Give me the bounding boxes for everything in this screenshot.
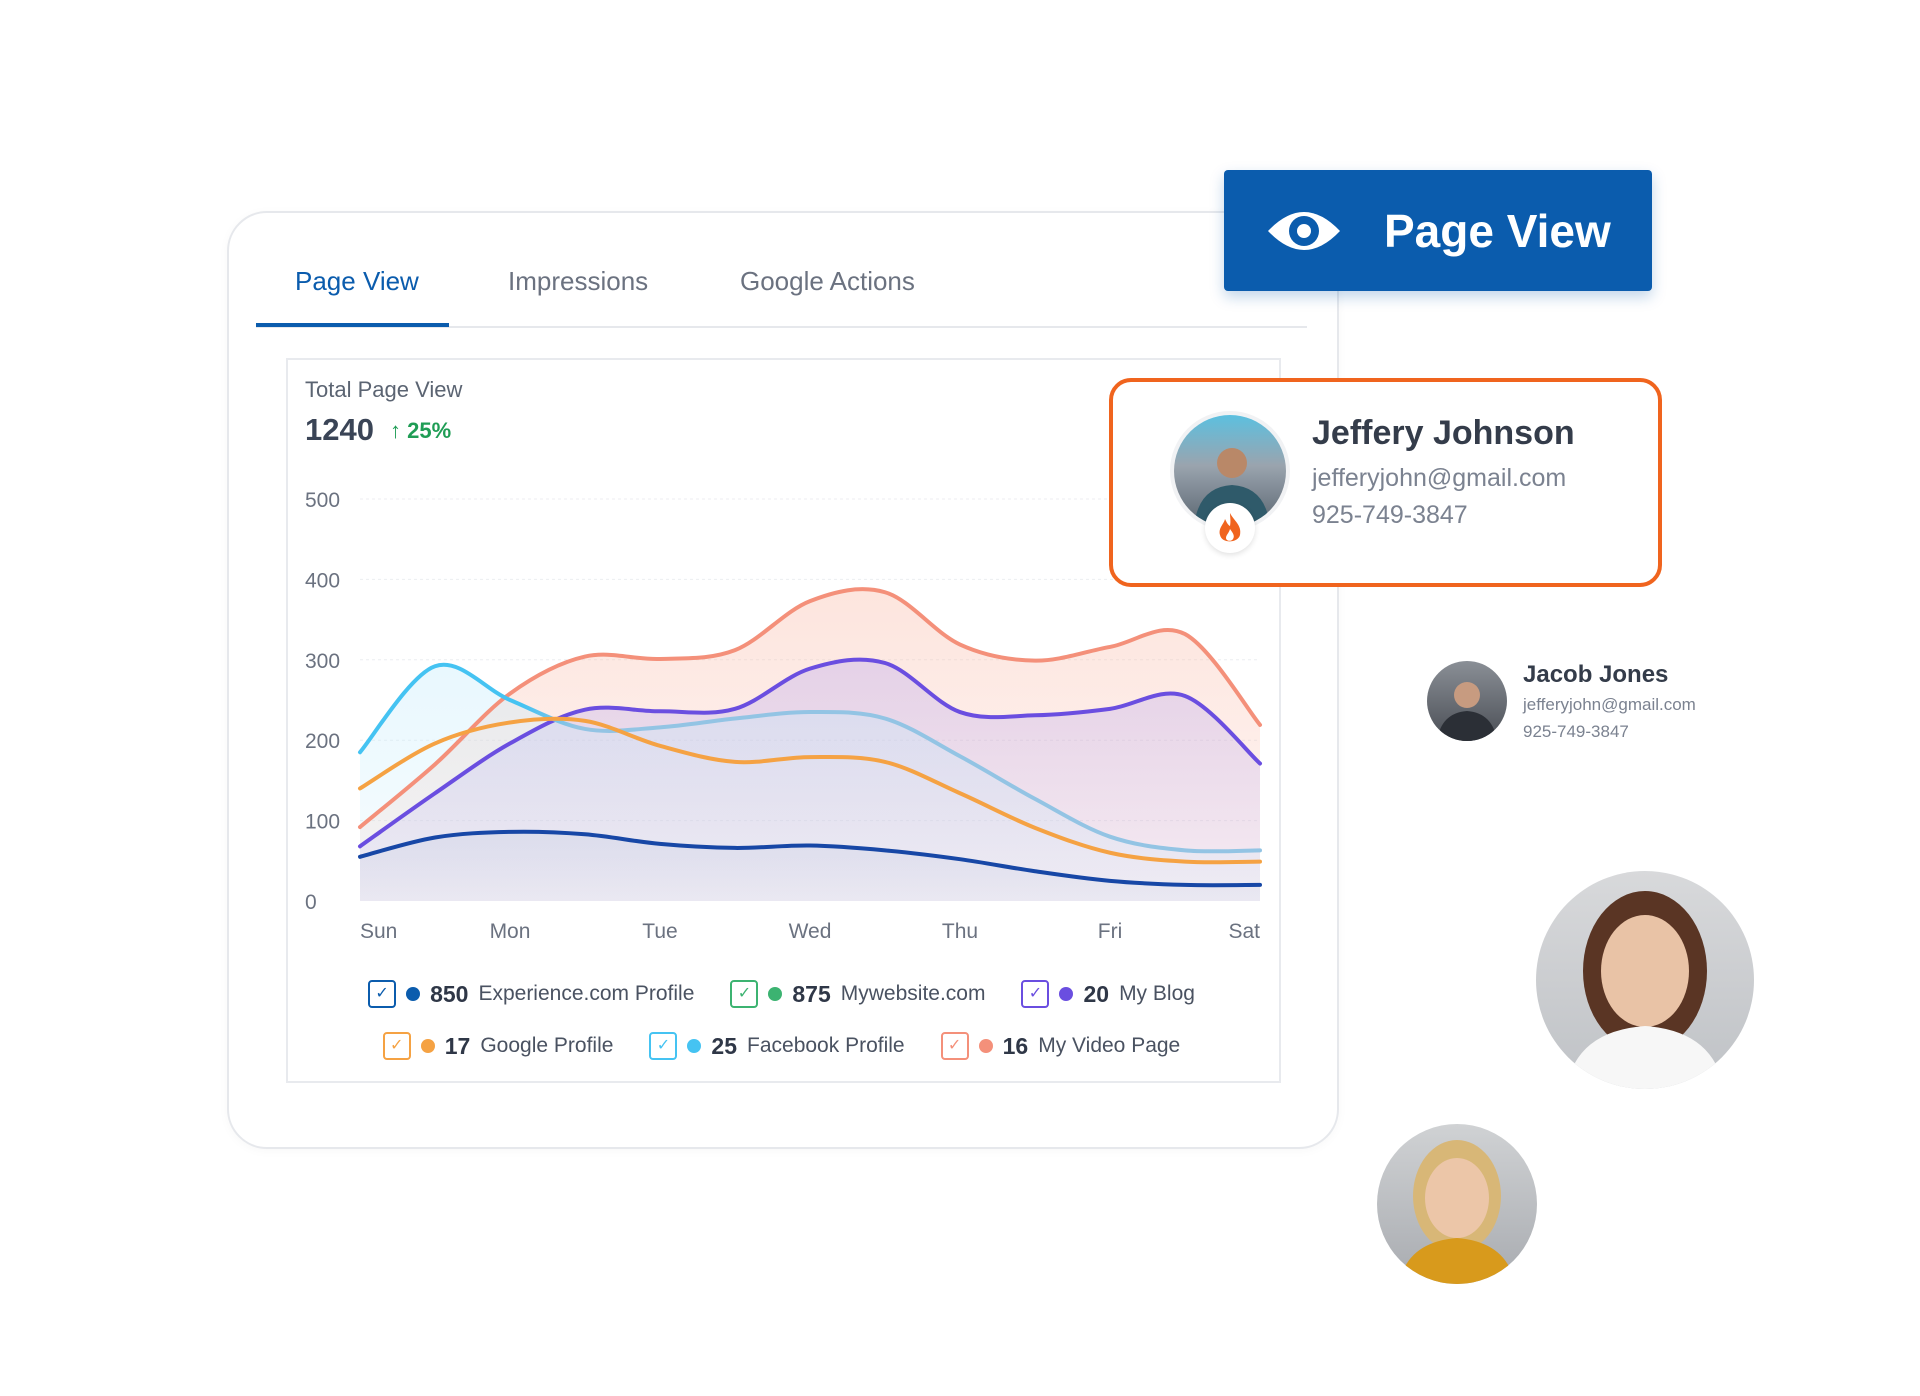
badge-label: Page View [1384, 204, 1611, 257]
avatar-jacob [1427, 661, 1507, 741]
y-tick-label: 200 [305, 730, 340, 753]
y-tick-label: 400 [305, 569, 340, 592]
y-tick-label: 300 [305, 650, 340, 673]
legend-item[interactable]: ✓ 875 Mywebsite.com [730, 980, 985, 1008]
person-photo [1399, 1140, 1515, 1284]
legend-row: ✓ 17 Google Profile ✓ 25 Facebook Profile… [286, 1032, 1277, 1060]
legend-label: Experience.com Profile [478, 982, 695, 1005]
check-icon: ✓ [737, 985, 752, 1002]
total-label: Total Page View [305, 377, 463, 402]
arrow-up-icon: ↑ [390, 418, 401, 443]
avatar-woman [1536, 871, 1754, 1089]
series-dot [406, 987, 421, 1001]
legend-item[interactable]: ✓ 17 Google Profile [382, 1032, 614, 1060]
eye-icon [1268, 211, 1340, 250]
checkbox[interactable]: ✓ [940, 1032, 969, 1060]
person-photo [1566, 891, 1724, 1089]
series-line [358, 657, 1262, 849]
series-dot [687, 1039, 702, 1053]
profile-email: jefferyjohn@gmail.com [1312, 464, 1567, 492]
tab-divider [256, 326, 1307, 328]
legend-label: Facebook Profile [747, 1034, 905, 1057]
x-tick-label: Thu [942, 920, 978, 943]
active-tab-indicator [256, 323, 449, 327]
x-tick-label: Mon [490, 920, 531, 943]
series-line [358, 716, 1262, 865]
checkbox[interactable]: ✓ [730, 980, 759, 1008]
tab-google-actions[interactable]: Google Actions [740, 266, 915, 296]
legend-label: My Blog [1119, 982, 1195, 1005]
flame-icon [1205, 503, 1255, 553]
secondary-email: jefferyjohn@gmail.com [1523, 695, 1696, 714]
y-tick-label: 100 [305, 811, 340, 834]
legend-count: 17 [444, 1032, 471, 1059]
legend-item[interactable]: ✓ 850 Experience.com Profile [368, 980, 694, 1008]
legend-row: ✓ 850 Experience.com Profile ✓ 875 Mywebs… [286, 980, 1277, 1008]
legend-item[interactable]: ✓ 20 My Blog [1021, 980, 1195, 1008]
series-dot [768, 987, 783, 1001]
check-icon: ✓ [375, 985, 389, 1002]
page-view-badge: Page View [1224, 170, 1652, 291]
person-photo [1437, 682, 1497, 741]
series-line [358, 829, 1262, 888]
profile-phone: 925-749-3847 [1312, 501, 1468, 529]
tab-impressions[interactable]: Impressions [508, 266, 649, 296]
series-dot [1059, 987, 1074, 1001]
checkbox[interactable]: ✓ [382, 1032, 411, 1060]
series-dot [420, 1039, 435, 1053]
secondary-name: Jacob Jones [1523, 661, 1669, 688]
total-change: ↑ 25% [390, 418, 451, 444]
legend-label: My Video Page [1038, 1034, 1181, 1057]
legend-count: 850 [430, 980, 469, 1007]
x-tick-label: Sat [1228, 920, 1260, 943]
y-tick-label: 500 [305, 489, 340, 512]
total-value: 1240 [305, 412, 374, 447]
x-tick-label: Fri [1098, 920, 1123, 943]
tab-page-view[interactable]: Page View [295, 266, 419, 296]
legend-label: Mywebsite.com [840, 982, 986, 1005]
x-tick-label: Wed [789, 920, 832, 943]
legend-count: 875 [792, 980, 831, 1007]
series-line [358, 662, 1262, 854]
secondary-phone: 925-749-3847 [1523, 722, 1629, 741]
profile-name: Jeffery Johnson [1312, 414, 1575, 452]
avatar-woman-2 [1377, 1124, 1537, 1284]
series-dot [978, 1039, 993, 1053]
checkbox[interactable]: ✓ [649, 1032, 678, 1060]
x-tick-label: Sun [360, 920, 397, 943]
legend-count: 20 [1083, 980, 1110, 1007]
check-icon: ✓ [390, 1037, 404, 1054]
series-area [360, 831, 1260, 901]
legend-item[interactable]: ✓ 16 My Video Page [940, 1032, 1181, 1060]
checkbox[interactable]: ✓ [368, 980, 397, 1008]
check-icon: ✓ [947, 1037, 962, 1054]
legend-count: 16 [1002, 1032, 1029, 1059]
y-tick-label: 0 [305, 891, 317, 914]
change-percent: 25% [407, 418, 452, 443]
legend-label: Google Profile [480, 1034, 614, 1057]
legend-count: 25 [711, 1032, 738, 1059]
checkbox[interactable]: ✓ [1021, 980, 1050, 1008]
x-tick-label: Tue [642, 920, 677, 943]
check-icon: ✓ [656, 1037, 671, 1054]
check-icon: ✓ [1028, 985, 1043, 1002]
legend-item[interactable]: ✓ 25 Facebook Profile [649, 1032, 905, 1060]
